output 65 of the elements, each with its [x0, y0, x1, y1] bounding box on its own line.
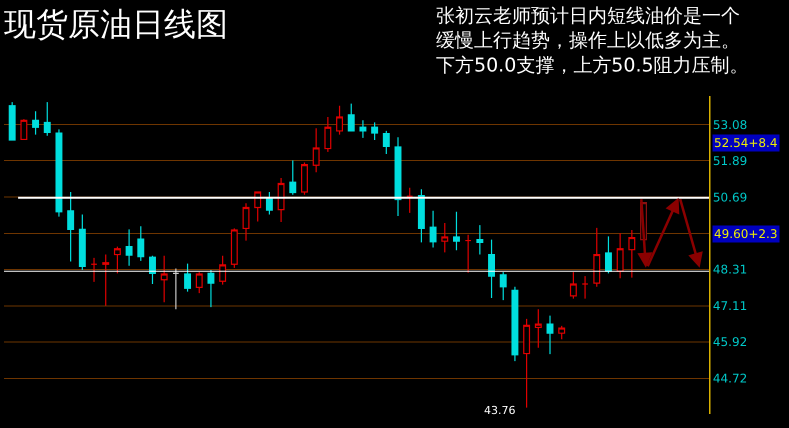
- candlestick: [500, 272, 507, 301]
- chart-title: 现货原油日线图: [4, 5, 228, 44]
- y-tick-label: 53.08: [712, 118, 748, 132]
- candlestick: [582, 276, 589, 300]
- candlestick: [523, 318, 530, 408]
- candlestick: [604, 236, 612, 274]
- y-tick-label: 51.89: [712, 154, 748, 168]
- candlestick: [534, 308, 542, 348]
- annotation: 43.76: [484, 404, 516, 417]
- candlestick: [394, 136, 402, 217]
- candlestick: [172, 268, 180, 310]
- candlestick: [137, 226, 144, 262]
- candlestick: [160, 255, 168, 303]
- candlestick: [289, 160, 296, 196]
- candlestick: [207, 269, 214, 308]
- candlestick: [78, 214, 86, 271]
- candlestick: [418, 188, 425, 243]
- candlestick: [324, 116, 332, 152]
- candlestick: [464, 234, 472, 274]
- y-tick-label: 48.31: [712, 262, 748, 277]
- candlestick: [348, 102, 355, 132]
- candlestick: [242, 202, 250, 242]
- candlestick: [32, 110, 40, 136]
- candlestick: [312, 128, 320, 173]
- candlestick: [616, 232, 624, 279]
- candlestick: [441, 222, 448, 254]
- candlestick: [371, 122, 378, 141]
- candlestick: [511, 286, 518, 362]
- candlestick: [406, 187, 414, 214]
- candlestick: [219, 255, 226, 286]
- candlestick: [336, 105, 344, 136]
- candlestick: [558, 325, 566, 340]
- candlestick: [67, 191, 74, 262]
- candlestick: [593, 227, 600, 288]
- y-tick-label: 47.11: [712, 299, 748, 314]
- candlestick: [488, 239, 495, 299]
- candlestick: [90, 257, 98, 282]
- candlestick: [114, 246, 121, 274]
- candlestick: [55, 128, 62, 218]
- candlestick: [570, 272, 577, 300]
- candlestick: [8, 101, 16, 142]
- candlestick: [278, 177, 285, 223]
- candlestick: [102, 254, 110, 306]
- candlestick: [20, 118, 28, 141]
- candlestick: [266, 191, 273, 216]
- candlestick: [382, 130, 390, 155]
- candlestick: [184, 263, 192, 292]
- text: 49.60+2.3: [714, 227, 778, 241]
- candlestick: [453, 211, 460, 251]
- candlestick: [476, 224, 484, 256]
- y-tick-label: 50.69: [712, 190, 748, 204]
- candlestick: [126, 228, 133, 266]
- candlestick: [546, 314, 554, 355]
- candlestick: [196, 272, 203, 294]
- candlestick: [628, 229, 636, 278]
- candlestick: [359, 120, 366, 139]
- chart-subtitle: 张初云老师预计日内短线油价是一个缓慢上行趋势，操作上以低多为主。下方50.0支撑，上方50.5阻力压制。: [436, 5, 749, 76]
- candlestick: [430, 210, 437, 248]
- candlestick: [44, 101, 51, 136]
- candlestick: [230, 228, 238, 269]
- candlestick: [301, 162, 308, 196]
- candlestick: [149, 255, 156, 285]
- y-tick-label: 44.72: [712, 372, 748, 386]
- y-tick-label: 45.92: [712, 335, 748, 350]
- text: 52.54+8.4: [714, 136, 778, 150]
